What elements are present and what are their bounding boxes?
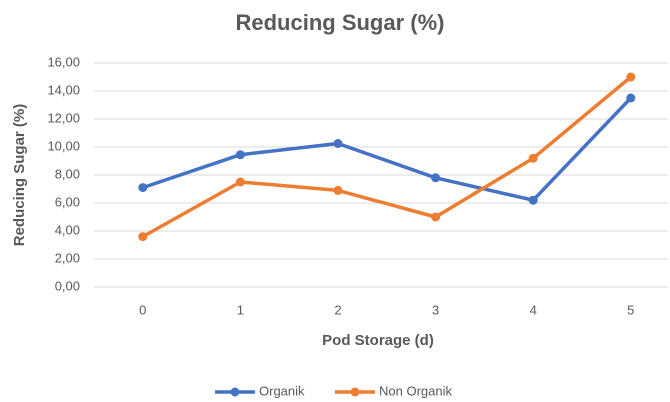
y-tick-label: 4,00 (55, 222, 80, 237)
x-tick-label: 1 (237, 302, 244, 317)
y-tick-label: 0,00 (55, 278, 80, 293)
data-point (138, 183, 148, 193)
legend-label: Organik (259, 383, 305, 398)
y-tick-label: 2,00 (55, 250, 80, 265)
y-axis-label: Reducing Sugar (%) (11, 104, 28, 247)
x-tick-label: 3 (432, 302, 439, 317)
data-point (431, 173, 441, 183)
y-tick-label: 10,00 (47, 138, 80, 153)
data-point (138, 232, 148, 242)
data-point (333, 139, 343, 148)
legend-label: Non Organik (379, 383, 452, 398)
data-point (528, 153, 538, 163)
data-point (528, 195, 538, 205)
y-tick-label: 16,00 (47, 54, 80, 69)
chart-title: Reducing Sugar (%) (235, 10, 444, 35)
data-point (626, 93, 636, 103)
x-tick-label: 2 (334, 302, 341, 317)
x-tick-label: 0 (139, 302, 146, 317)
y-tick-label: 6,00 (55, 194, 80, 209)
y-tick-label: 14,00 (47, 82, 80, 97)
data-point (235, 150, 245, 160)
legend-marker (350, 387, 360, 397)
data-point (626, 72, 636, 82)
y-tick-label: 12,00 (47, 110, 80, 125)
series-line (142, 96, 633, 202)
data-point (333, 185, 343, 195)
series-line (141, 75, 632, 239)
x-axis-label: Pod Storage (d) (322, 332, 434, 349)
y-tick-label: 8,00 (55, 166, 80, 181)
x-tick-label: 4 (530, 302, 537, 317)
data-point (431, 212, 441, 222)
data-point (235, 177, 245, 187)
x-tick-label: 5 (627, 302, 634, 317)
legend-marker (230, 387, 240, 397)
